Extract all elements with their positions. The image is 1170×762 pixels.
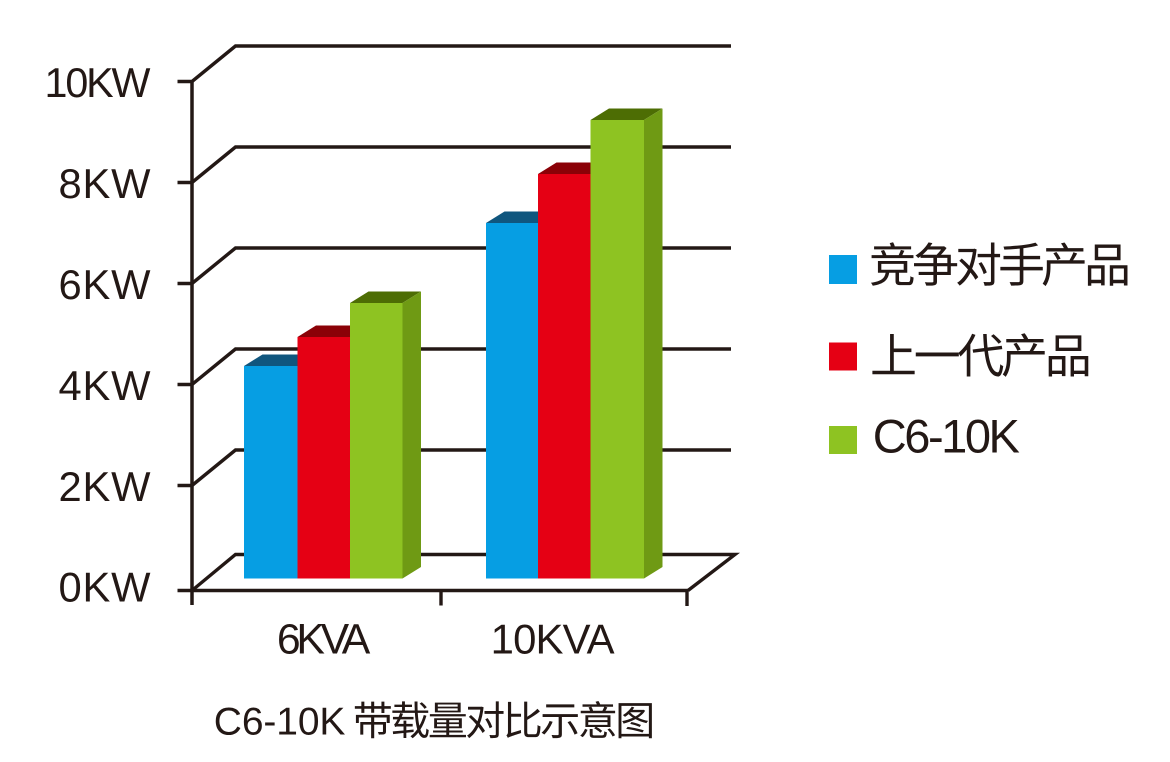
- svg-text:2KW: 2KW: [59, 463, 152, 510]
- svg-text:4KW: 4KW: [59, 362, 152, 409]
- svg-text:6KVA: 6KVA: [277, 615, 371, 663]
- svg-text:10KW: 10KW: [45, 60, 151, 106]
- svg-text:6KW: 6KW: [59, 261, 152, 308]
- svg-text:C6-10K: C6-10K: [873, 409, 1020, 462]
- svg-text:8KW: 8KW: [59, 160, 152, 207]
- svg-text:0KW: 0KW: [59, 564, 152, 611]
- svg-text:10KVA: 10KVA: [491, 615, 615, 662]
- svg-text:C6-10K: C6-10K: [214, 701, 346, 744]
